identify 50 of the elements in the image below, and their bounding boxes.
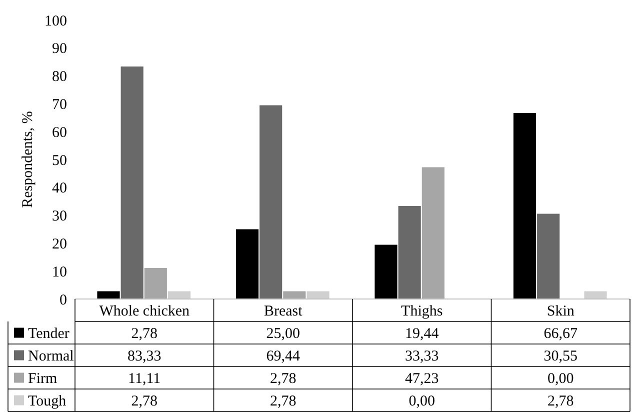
y-axis-title: Respondents, %	[20, 111, 36, 208]
bar	[97, 291, 120, 299]
y-tick-label: 70	[52, 96, 67, 113]
legend-label: Normal	[28, 348, 74, 364]
bar	[584, 291, 607, 299]
x-tick-label: Thighs	[401, 304, 443, 320]
legend-label: Firm	[28, 371, 58, 387]
bar	[168, 291, 191, 299]
x-tick-label: Skin	[546, 304, 575, 320]
data-label: 2,78	[270, 394, 296, 410]
y-tick-label: 20	[52, 236, 67, 252]
x-tick-label: Breast	[264, 304, 304, 320]
bar	[513, 112, 536, 299]
data-label: 47,23	[405, 371, 439, 387]
legend-label: Tough	[28, 394, 67, 410]
data-label: 0,00	[408, 394, 435, 410]
bar	[374, 244, 398, 299]
data-label: 0,00	[548, 371, 574, 387]
y-tick-label: 80	[52, 69, 67, 86]
data-label: 25,00	[266, 326, 300, 342]
data-label: 69,44	[266, 348, 300, 364]
y-tick-label: 50	[52, 152, 67, 169]
bar	[260, 105, 282, 299]
y-tick-label: 60	[52, 124, 67, 141]
bar	[398, 206, 421, 299]
legend-label: Tender	[28, 326, 70, 342]
y-tick-label: 0	[60, 292, 67, 308]
y-tick-label: 40	[52, 180, 67, 197]
bar	[422, 167, 444, 299]
data-label: 30,55	[544, 348, 578, 364]
y-tick-label: 90	[52, 41, 67, 58]
bar	[306, 291, 330, 299]
x-tick-label: Whole chicken	[99, 304, 190, 320]
data-label: 2,78	[548, 394, 574, 410]
data-label: 11,11	[128, 371, 161, 387]
bar	[283, 291, 306, 299]
data-label: 33,33	[405, 348, 439, 364]
data-label: 2,78	[270, 371, 296, 387]
bar	[120, 66, 144, 299]
y-tick-label: 100	[44, 13, 67, 30]
data-label: 2,78	[131, 326, 158, 342]
bar	[144, 268, 167, 299]
y-tick-label: 10	[52, 264, 67, 280]
y-tick-label: 30	[52, 208, 67, 225]
bar	[236, 229, 259, 299]
data-label: 19,44	[405, 326, 440, 342]
data-label: 66,67	[544, 326, 578, 342]
data-label: 2,78	[131, 394, 158, 410]
bar	[537, 214, 560, 299]
data-label: 83,33	[128, 348, 162, 364]
